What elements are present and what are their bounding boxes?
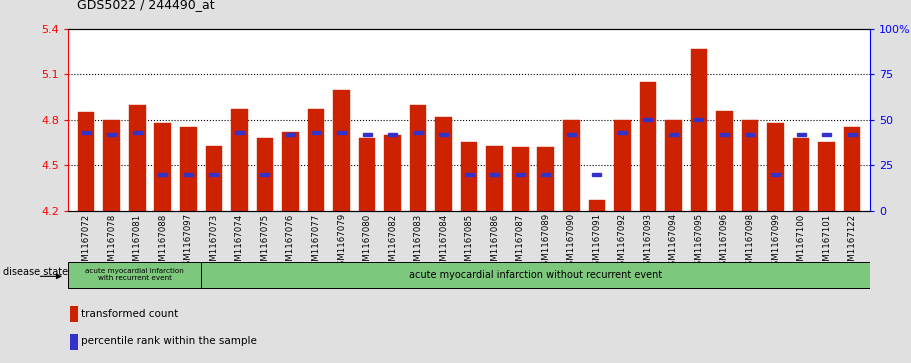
Bar <box>308 109 324 211</box>
Text: disease state: disease state <box>4 267 68 277</box>
Bar <box>363 132 372 136</box>
Bar <box>435 117 452 211</box>
Bar <box>206 146 222 211</box>
Bar <box>745 132 754 136</box>
Bar <box>563 120 579 211</box>
Bar <box>589 200 605 211</box>
Bar <box>512 147 528 211</box>
Bar <box>231 109 248 211</box>
Bar <box>282 132 299 211</box>
Bar <box>541 172 550 176</box>
Bar <box>669 132 678 136</box>
Bar <box>618 131 627 134</box>
Text: percentile rank within the sample: percentile rank within the sample <box>81 336 257 346</box>
Bar <box>155 123 171 211</box>
Bar <box>465 172 474 176</box>
Bar <box>107 132 117 136</box>
Bar <box>78 112 95 211</box>
Bar <box>312 131 321 134</box>
Text: GDS5022 / 244490_at: GDS5022 / 244490_at <box>77 0 215 11</box>
Bar <box>180 127 197 211</box>
Bar <box>104 120 120 211</box>
Bar <box>82 131 91 134</box>
Text: acute myocardial infarction
with recurrent event: acute myocardial infarction with recurre… <box>86 269 184 281</box>
Bar <box>359 138 375 211</box>
Bar <box>337 131 346 134</box>
Bar <box>691 49 707 211</box>
Bar <box>261 172 270 176</box>
Bar <box>516 172 525 176</box>
Bar <box>614 120 630 211</box>
Bar <box>210 172 219 176</box>
Bar <box>384 135 401 211</box>
Bar <box>767 123 783 211</box>
Bar <box>286 132 295 136</box>
Bar <box>567 132 576 136</box>
Bar <box>665 120 681 211</box>
Bar <box>592 172 601 176</box>
Bar <box>694 118 703 122</box>
Bar <box>235 131 244 134</box>
Text: acute myocardial infarction without recurrent event: acute myocardial infarction without recu… <box>409 270 662 280</box>
Text: transformed count: transformed count <box>81 309 179 319</box>
Bar <box>537 147 554 211</box>
Bar <box>388 132 397 136</box>
Bar <box>640 82 656 211</box>
Bar <box>410 105 426 211</box>
Bar <box>643 118 652 122</box>
Bar <box>70 334 78 350</box>
Bar <box>486 146 503 211</box>
Bar <box>742 120 758 211</box>
Bar <box>720 132 729 136</box>
Bar <box>818 142 834 211</box>
Bar <box>68 262 201 288</box>
Bar <box>414 131 423 134</box>
Bar <box>796 132 805 136</box>
Bar <box>461 142 477 211</box>
Bar <box>333 90 350 211</box>
Bar <box>129 105 146 211</box>
Bar <box>184 172 193 176</box>
Bar <box>822 132 831 136</box>
Bar <box>439 132 448 136</box>
Bar <box>716 111 732 211</box>
Bar <box>847 132 856 136</box>
Bar <box>159 172 168 176</box>
Bar <box>771 172 780 176</box>
Bar <box>490 172 499 176</box>
Bar <box>257 138 273 211</box>
Bar <box>201 262 870 288</box>
Bar <box>793 138 809 211</box>
Bar <box>133 131 142 134</box>
Bar <box>844 127 860 211</box>
Bar <box>70 306 78 322</box>
